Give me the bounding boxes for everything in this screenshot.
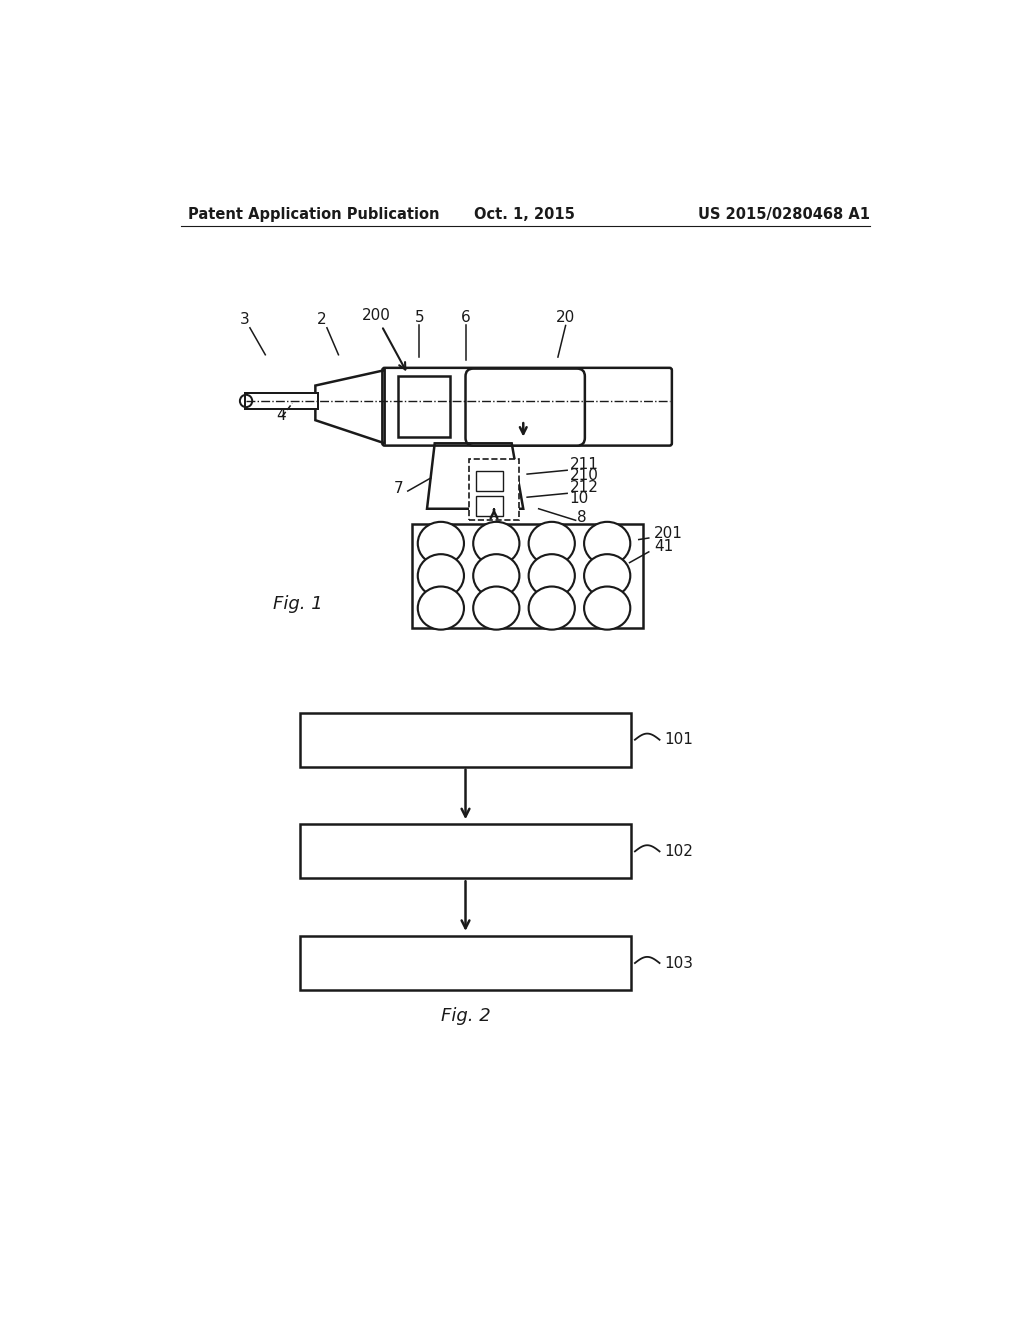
Text: 20: 20 (556, 310, 575, 325)
Ellipse shape (584, 554, 631, 597)
Ellipse shape (473, 521, 519, 565)
Text: 7: 7 (393, 482, 403, 496)
Text: 5: 5 (415, 310, 424, 325)
Bar (475, 471, 503, 491)
Ellipse shape (528, 586, 574, 630)
FancyBboxPatch shape (382, 368, 672, 446)
Text: 210: 210 (569, 469, 598, 483)
Text: 10: 10 (569, 491, 589, 507)
Ellipse shape (584, 521, 631, 565)
Text: 4: 4 (275, 408, 286, 424)
Bar (300, 825, 631, 878)
Bar (397, 376, 451, 437)
FancyBboxPatch shape (466, 368, 585, 446)
Text: 101: 101 (665, 733, 693, 747)
Text: 103: 103 (665, 956, 693, 970)
Bar (475, 496, 503, 516)
Text: Oct. 1, 2015: Oct. 1, 2015 (474, 207, 575, 222)
Bar (300, 713, 631, 767)
Bar (412, 524, 643, 628)
Text: 201: 201 (654, 525, 683, 541)
Text: 6: 6 (461, 310, 470, 325)
Text: 200: 200 (361, 308, 406, 370)
Text: 41: 41 (654, 539, 674, 554)
Text: Fig. 2: Fig. 2 (440, 1007, 490, 1024)
Ellipse shape (473, 586, 519, 630)
Text: 8: 8 (578, 510, 587, 525)
Text: Patent Application Publication: Patent Application Publication (188, 207, 440, 222)
Ellipse shape (418, 521, 464, 565)
Text: 2: 2 (316, 312, 327, 327)
Ellipse shape (528, 554, 574, 597)
Text: 212: 212 (569, 479, 598, 495)
Bar (245, 393, 317, 409)
Text: Fig. 1: Fig. 1 (273, 595, 323, 612)
Ellipse shape (528, 521, 574, 565)
Ellipse shape (473, 554, 519, 597)
Ellipse shape (418, 586, 464, 630)
Text: US 2015/0280468 A1: US 2015/0280468 A1 (697, 207, 869, 222)
Bar (469, 459, 519, 520)
Text: 102: 102 (665, 843, 693, 859)
Ellipse shape (418, 554, 464, 597)
Text: 3: 3 (240, 312, 250, 327)
Bar (300, 936, 631, 990)
Ellipse shape (584, 586, 631, 630)
Text: 211: 211 (569, 457, 598, 471)
